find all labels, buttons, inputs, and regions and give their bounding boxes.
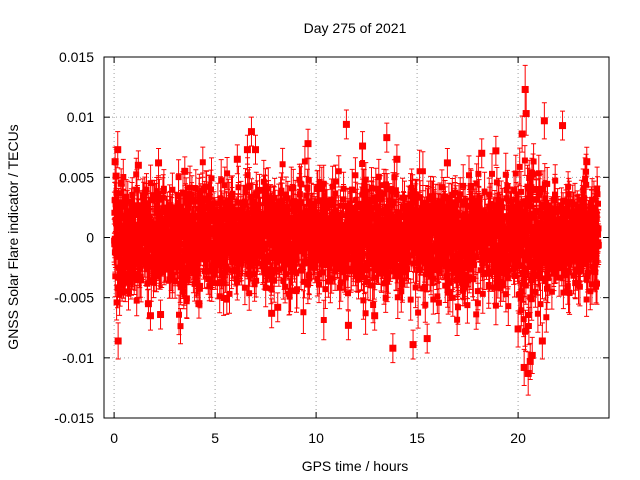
outlier-point [181, 167, 189, 175]
x-axis-label: GPS time / hours [302, 458, 409, 474]
x-tick-label: 15 [409, 430, 425, 446]
outlier-point [478, 149, 486, 157]
outlier-point [520, 363, 528, 371]
outlier-point [540, 117, 548, 125]
outlier-point [522, 110, 530, 118]
outlier-point [274, 303, 282, 311]
outlier-point [583, 158, 591, 166]
outlier-point [195, 300, 203, 308]
outlier-point [389, 344, 397, 352]
outlier-point [559, 122, 567, 130]
x-tick-label: 0 [110, 430, 118, 446]
outlier-point [252, 146, 259, 154]
y-tick-label: 0.015 [59, 49, 94, 65]
tick-layer: 0 5 10 15 20 -0.015 -0.01 -0.005 0 0.005 0.01 0.015 [54, 49, 609, 446]
outlier-point [112, 172, 120, 180]
outlier-point [514, 325, 522, 333]
outlier-point [492, 147, 500, 155]
outlier-point [268, 309, 276, 317]
outlier-point [409, 341, 417, 349]
y-tick-label: -0.015 [54, 410, 94, 426]
outlier-point [443, 159, 451, 167]
outlier-point [342, 120, 350, 128]
outlier-point [383, 134, 391, 142]
x-tick-label: 10 [308, 430, 324, 446]
outlier-point [518, 130, 526, 138]
y-axis-label: GNSS Solar Flare indicator / TECUs [5, 124, 21, 349]
x-tick-label: 5 [211, 430, 219, 446]
outlier-point [146, 312, 154, 320]
outlier-point [247, 128, 255, 136]
y-tick-label: 0.01 [67, 109, 94, 125]
outlier-point [393, 155, 401, 163]
outlier-point [117, 179, 125, 187]
y-tick-label: 0.005 [59, 169, 94, 185]
outlier-point [528, 351, 536, 359]
outlier-point [144, 300, 152, 308]
outlier-point [114, 337, 122, 345]
x-tick-label: 20 [510, 430, 526, 446]
chart-title: Day 275 of 2021 [304, 20, 407, 36]
y-tick-label: -0.01 [62, 350, 94, 366]
outlier-point [157, 311, 165, 319]
y-tick-label: -0.005 [54, 290, 94, 306]
outlier-point [243, 146, 251, 154]
outlier-point [371, 312, 379, 320]
outlier-point [423, 335, 431, 343]
outlier-point [538, 337, 546, 345]
data-layer [111, 64, 602, 396]
outlier-point [526, 357, 534, 365]
outlier-point [114, 146, 122, 154]
outlier-point [116, 288, 124, 296]
outlier-point [155, 159, 163, 167]
outlier-point [134, 161, 142, 169]
outlier-point [521, 85, 529, 93]
outlier-point [344, 321, 352, 329]
outlier-point [233, 155, 241, 163]
outlier-point [359, 142, 367, 150]
outlier-point [304, 140, 312, 148]
data-point-markers [111, 157, 602, 335]
outlier-point [524, 369, 532, 377]
y-tick-label: 0 [86, 230, 94, 246]
